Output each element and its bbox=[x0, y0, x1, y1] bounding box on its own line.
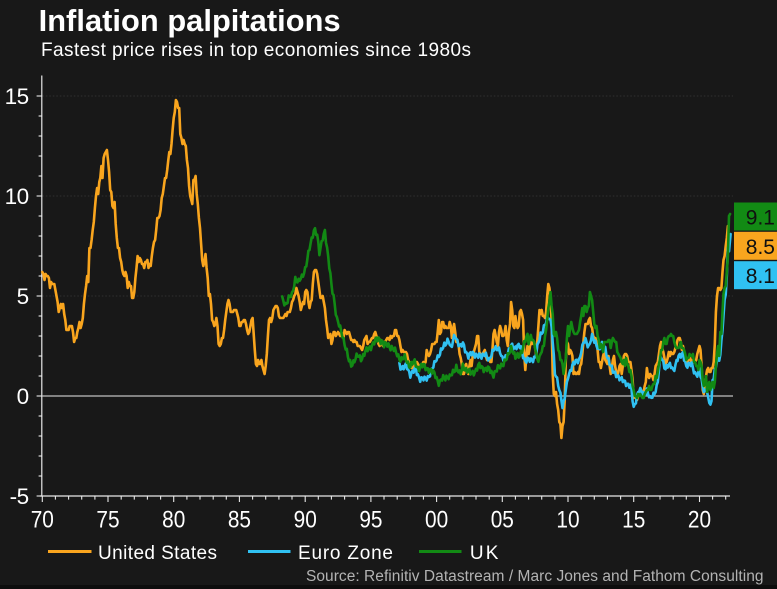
svg-text:75: 75 bbox=[96, 505, 119, 533]
svg-text:Source: Refinitiv Datastream /: Source: Refinitiv Datastream / Marc Jone… bbox=[306, 568, 764, 585]
svg-text:80: 80 bbox=[162, 505, 185, 533]
svg-text:15: 15 bbox=[622, 505, 645, 533]
svg-text:20: 20 bbox=[688, 505, 711, 533]
svg-text:10: 10 bbox=[5, 184, 29, 209]
svg-text:8.5: 8.5 bbox=[746, 236, 775, 259]
svg-text:9.1: 9.1 bbox=[746, 207, 775, 230]
svg-text:Inflation palpitations: Inflation palpitations bbox=[39, 3, 341, 38]
svg-text:00: 00 bbox=[425, 505, 448, 533]
svg-text:85: 85 bbox=[228, 505, 251, 533]
svg-text:United States: United States bbox=[98, 543, 217, 564]
svg-text:5: 5 bbox=[17, 284, 29, 309]
svg-text:0: 0 bbox=[17, 384, 29, 409]
svg-text:-5: -5 bbox=[10, 484, 29, 509]
svg-text:15: 15 bbox=[5, 84, 29, 109]
svg-text:10: 10 bbox=[556, 505, 579, 533]
svg-text:70: 70 bbox=[31, 505, 54, 533]
svg-text:Euro Zone: Euro Zone bbox=[298, 543, 393, 564]
svg-text:05: 05 bbox=[491, 505, 514, 533]
svg-text:90: 90 bbox=[294, 505, 317, 533]
svg-text:8.1: 8.1 bbox=[746, 265, 775, 288]
svg-text:95: 95 bbox=[359, 505, 382, 533]
svg-text:Fastest price rises in top eco: Fastest price rises in top economies sin… bbox=[41, 40, 471, 61]
